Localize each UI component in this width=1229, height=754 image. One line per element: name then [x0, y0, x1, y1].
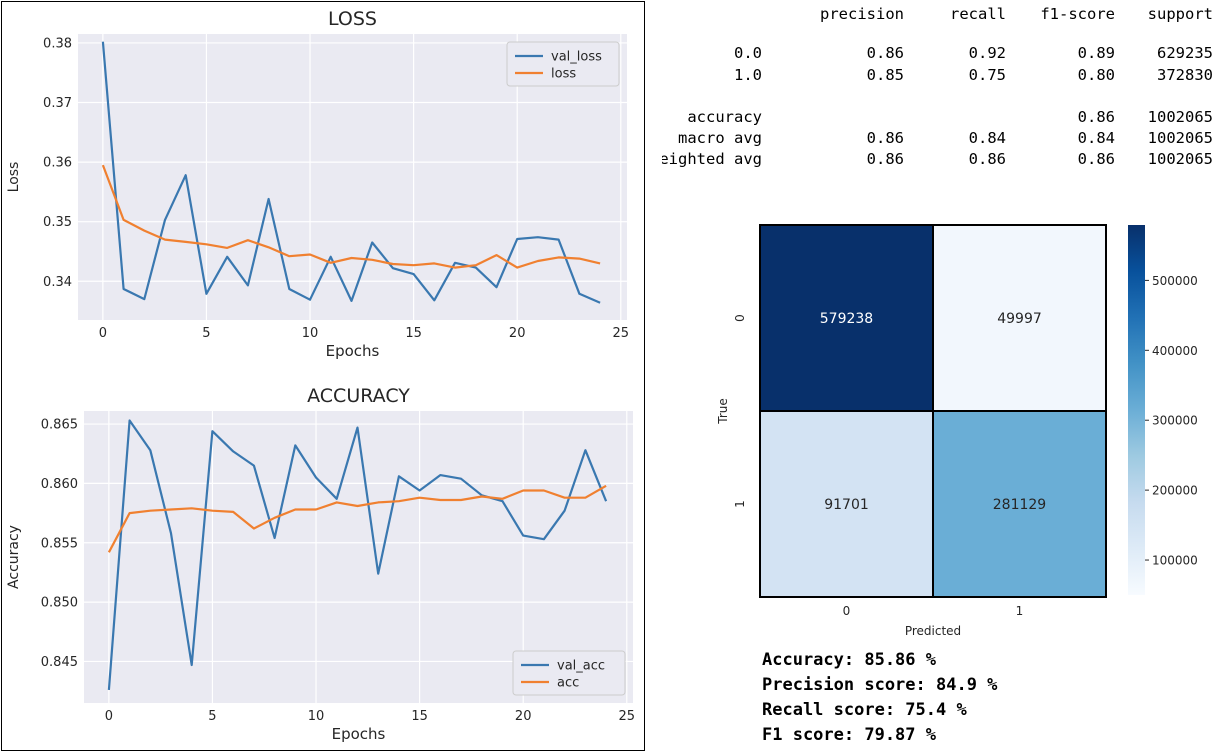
report-row-label: 0.0 — [734, 44, 762, 62]
chart-title: LOSS — [328, 8, 377, 30]
y-tick-label: 0 — [733, 314, 747, 322]
x-tick-label: 0 — [105, 709, 113, 724]
x-axis-label: Epochs — [326, 342, 380, 360]
y-tick-label: 0.36 — [43, 156, 72, 171]
report-header-recall: recall — [950, 5, 1006, 23]
report-header-f1-score: f1-score — [1040, 5, 1115, 23]
x-tick-label: 15 — [405, 326, 422, 341]
legend-box — [506, 41, 620, 87]
precision-metric: Precision score: 84.9 % — [762, 675, 998, 695]
f1-metric: F1 score: 79.87 % — [762, 725, 936, 745]
report-cell: 0.86 — [1078, 150, 1115, 168]
report-cell: 0.85 — [867, 66, 904, 84]
metrics-summary: Accuracy: 85.86 % Precision score: 84.9 … — [762, 648, 1222, 748]
y-axis-label: Accuracy — [6, 525, 22, 589]
report-cell: 0.86 — [867, 150, 904, 168]
x-tick-label: 0 — [843, 604, 851, 618]
report-cell: 0.75 — [969, 66, 1006, 84]
series-line-val_loss — [101, 41, 601, 304]
report-cell: 0.86 — [969, 150, 1006, 168]
colorbar-tick-label: 300000 — [1152, 414, 1198, 428]
y-tick-label: 0.37 — [43, 96, 72, 111]
colorbar — [1128, 225, 1145, 595]
report-row-label: macro avg — [678, 129, 762, 147]
x-axis-label: Epochs — [332, 725, 386, 743]
report-cell: 0.80 — [1078, 66, 1115, 84]
report-cell: 1002065 — [1148, 108, 1213, 126]
classification-report: precision recall f1-score support 0.0 0.86 0.9… — [662, 5, 1213, 168]
heatmap-value: 49997 — [997, 311, 1042, 327]
legend-label-acc: acc — [557, 676, 579, 691]
report-row-label: weighted avg — [662, 150, 762, 168]
loss-chart: LOSS 0 5 10 15 20 25 0.34 0.35 0.36 0.37 0.38 Epochs… — [6, 8, 630, 360]
y-tick-label: 0.845 — [41, 655, 78, 670]
x-tick-label: 25 — [613, 326, 630, 341]
report-row-label: 1.0 — [734, 66, 762, 84]
x-tick-label: 10 — [308, 709, 325, 724]
y-axis-label: Loss — [6, 162, 22, 193]
y-tick-label: 0.34 — [43, 275, 72, 290]
report-cell: 0.92 — [969, 44, 1006, 62]
report-row-label: accuracy — [687, 108, 762, 126]
y-tick-label: 1 — [733, 500, 747, 508]
colorbar-tick-label: 400000 — [1152, 344, 1198, 358]
legend-label-val_acc: val_acc — [557, 659, 605, 674]
report-cell: 0.86 — [1078, 108, 1115, 126]
recall-metric: Recall score: 75.4 % — [762, 700, 967, 720]
y-tick-label: 0.855 — [41, 536, 78, 551]
x-axis-label: Predicted — [905, 624, 961, 638]
x-tick-label: 15 — [411, 709, 428, 724]
training-curves-panel: LOSS 0 5 10 15 20 25 0.34 0.35 0.36 0.37 0.38 Epochs… — [1, 1, 645, 751]
report-cell: 0.89 — [1078, 44, 1115, 62]
y-tick-label: 0.850 — [41, 596, 78, 611]
x-tick-label: 20 — [509, 326, 526, 341]
y-axis-label: True — [716, 398, 730, 425]
legend-label-val_loss: val_loss — [551, 50, 602, 65]
x-tick-label: 25 — [619, 709, 636, 724]
x-tick-label: 20 — [515, 709, 532, 724]
report-cell: 0.84 — [1078, 129, 1115, 147]
accuracy-chart: ACCURACY 0 5 10 15 20 25 0.845 0.850 0.855 0.860 0.… — [6, 385, 636, 743]
report-cell: 0.86 — [867, 129, 904, 147]
y-tick-label: 0.860 — [41, 477, 78, 492]
x-tick-label: 10 — [302, 326, 319, 341]
heatmap-value: 281129 — [993, 497, 1046, 513]
heatmap-value: 91701 — [824, 497, 869, 513]
x-tick-label: 5 — [208, 709, 216, 724]
report-cell: 372830 — [1157, 66, 1213, 84]
confusion-matrix: 579238 49997 91701 281129 0 1 0 1 Predicted True 1… — [716, 224, 1198, 638]
x-tick-label: 1 — [1016, 604, 1024, 618]
legend-box — [512, 650, 626, 696]
series-line-acc — [107, 484, 607, 553]
x-tick-label: 5 — [202, 326, 210, 341]
heatmap-value: 579238 — [820, 311, 873, 327]
colorbar-tick-label: 100000 — [1152, 554, 1198, 568]
heatmap-cell — [759, 410, 934, 598]
series-line-val_acc — [107, 419, 608, 690]
legend-label-loss: loss — [551, 67, 576, 82]
report-cell: 629235 — [1157, 44, 1213, 62]
heatmap-cell — [759, 224, 934, 412]
y-tick-label: 0.865 — [41, 418, 78, 433]
colorbar-tick-label: 500000 — [1152, 274, 1198, 288]
y-tick-label: 0.38 — [43, 36, 72, 51]
x-tick-label: 0 — [99, 326, 107, 341]
colorbar-tick-label: 200000 — [1152, 484, 1198, 498]
report-cell: 1002065 — [1148, 129, 1213, 147]
y-tick-label: 0.35 — [43, 215, 72, 230]
accuracy-metric: Accuracy: 85.86 % — [762, 650, 936, 670]
report-cell: 1002065 — [1148, 150, 1213, 168]
report-header-support: support — [1148, 5, 1213, 23]
heatmap-cell — [932, 410, 1107, 598]
report-cell: 0.84 — [969, 129, 1006, 147]
report-cell: 0.86 — [867, 44, 904, 62]
chart-title: ACCURACY — [307, 385, 410, 407]
series-line-loss — [101, 164, 601, 269]
report-header-precision: precision — [820, 5, 904, 23]
